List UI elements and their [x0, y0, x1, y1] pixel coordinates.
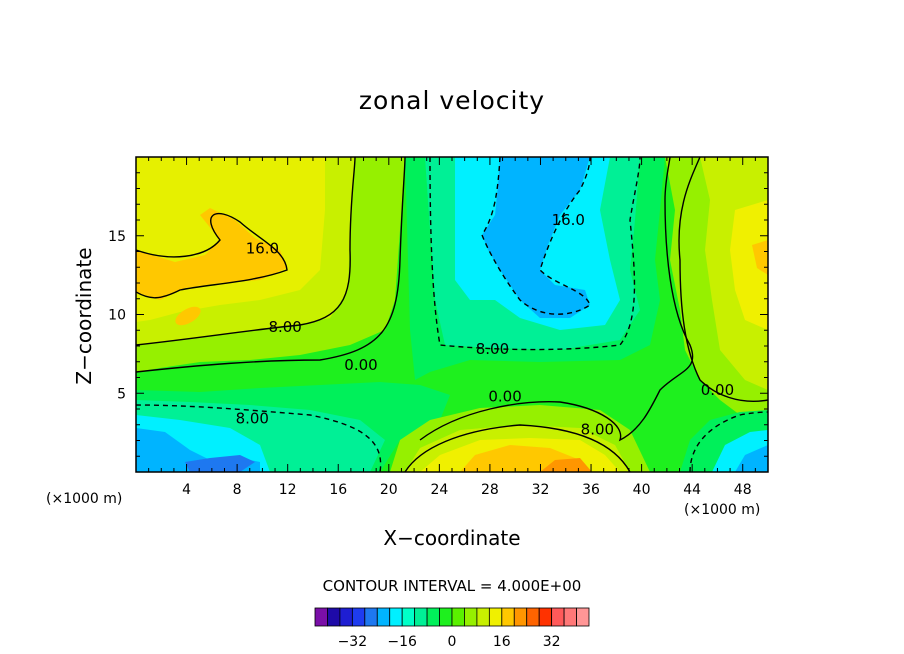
colorbar-swatch [376, 607, 391, 627]
colorbar-swatch [476, 607, 490, 627]
region-small-orange-blob [175, 306, 201, 326]
contour-8-lower-dashed [136, 404, 382, 472]
region-upper-mid-sky [482, 157, 590, 318]
contour-8-upper [136, 157, 356, 346]
contour-neg8-mid-dashed [429, 157, 641, 351]
colorbar-swatch [364, 607, 378, 627]
x-tick-label: 16 [329, 482, 347, 498]
contour-label: 16.0 [552, 211, 585, 229]
colorbar-swatch [526, 607, 540, 627]
contour-lines [136, 157, 768, 472]
colorbar-swatch [538, 607, 553, 627]
colorbar-swatch [576, 607, 590, 627]
colorbar-swatch [501, 607, 515, 627]
contour-fill-layer [136, 157, 768, 472]
x-tick-label: 48 [734, 482, 752, 498]
axis-ticks [136, 157, 768, 472]
colorbar-swatch [426, 607, 440, 627]
region-upper-left-orange [136, 208, 287, 300]
colorbar-swatch [563, 607, 577, 627]
y-axis-label: Z−coordinate [72, 247, 96, 385]
y-tick-label: 15 [108, 229, 126, 245]
colorbar-tick-label: 16 [493, 634, 511, 650]
contour-interval-text: CONTOUR INTERVAL = 4.000E+00 [322, 577, 582, 595]
colorbar-swatch [351, 607, 366, 627]
y-tick-label: 10 [108, 308, 126, 324]
colorbar-swatch [451, 607, 465, 627]
colorbar-swatch [551, 607, 565, 627]
contour-label: 0.00 [701, 381, 734, 399]
x-unit-left: (×1000 m) [46, 491, 123, 507]
colorbar-tick-label: 0 [448, 634, 457, 650]
contour-16-upper-left [136, 212, 288, 299]
contour-right-0 [678, 157, 768, 402]
colorbar-tick-label: 32 [543, 634, 561, 650]
x-tick-label: 4 [182, 482, 191, 498]
contour-label: 16.0 [246, 239, 279, 257]
colorbar-swatch [439, 607, 453, 627]
contour-0-lower [419, 157, 694, 442]
contour-neg16-dashed [481, 157, 591, 315]
contour-label: 0.00 [488, 387, 521, 405]
colorbar-swatch [389, 607, 403, 627]
x-unit-right: (×1000 m) [684, 502, 761, 518]
x-tick-label: 32 [532, 482, 550, 498]
region-right-lower-sky [735, 445, 768, 472]
region-right-orange [752, 240, 768, 275]
colorbar-swatch [513, 607, 528, 627]
colorbar-tick-label: −16 [387, 634, 417, 650]
region-right-yellow [730, 200, 768, 330]
x-tick-label: 28 [481, 482, 499, 498]
colorbar-tick-label: −32 [338, 634, 368, 650]
contour-label: 0.00 [344, 356, 377, 374]
x-tick-label: 12 [279, 482, 297, 498]
chart-title: zonal velocity [358, 86, 546, 115]
colorbar: −32 −16 0 16 32 [314, 607, 590, 650]
contour-label: 8.00 [268, 318, 301, 336]
colorbar-swatch [414, 607, 428, 627]
x-tick-label: 44 [683, 482, 701, 498]
contour-labels: 16.0 8.00 0.00 8.00 16.0 8.00 0.00 8.00 0.00 [236, 211, 735, 438]
contour-label: 8.00 [476, 340, 509, 358]
colorbar-swatch [401, 607, 416, 627]
contour-0-mid [136, 157, 406, 373]
colorbar-swatch [327, 607, 341, 627]
x-axis-label: X−coordinate [383, 526, 521, 550]
colorbar-swatch [488, 607, 503, 627]
x-tick-label: 40 [633, 482, 651, 498]
colorbar-swatch [464, 607, 478, 627]
contour-right-lower-dashed [689, 411, 768, 472]
y-tick-label: 5 [117, 386, 126, 402]
colorbar-swatch [339, 607, 353, 627]
colorbar-swatch [314, 607, 328, 627]
x-tick-label: 20 [380, 482, 398, 498]
x-tick-label: 24 [430, 482, 448, 498]
contour-8-bottom-mid [404, 424, 631, 472]
x-tick-label: 36 [582, 482, 600, 498]
x-tick-label: 8 [233, 482, 242, 498]
contour-label: 8.00 [236, 409, 269, 427]
contour-label: 8.00 [581, 420, 614, 438]
